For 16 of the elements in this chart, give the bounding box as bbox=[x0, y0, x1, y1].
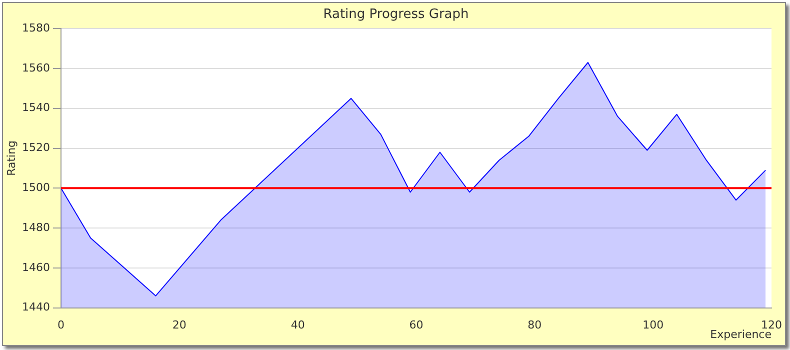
x-tick-label: 80 bbox=[528, 318, 542, 332]
y-tick-label: 1560 bbox=[22, 61, 50, 74]
x-tick-label: 20 bbox=[172, 318, 186, 332]
x-tick-label: 60 bbox=[409, 318, 424, 332]
y-tick-label: 1520 bbox=[22, 141, 50, 154]
y-axis-title: Rating bbox=[4, 140, 18, 176]
x-tick-label: 0 bbox=[57, 318, 64, 332]
y-tick-label: 1500 bbox=[22, 181, 50, 194]
chart-title: Rating Progress Graph bbox=[323, 7, 469, 22]
y-tick-label: 1440 bbox=[22, 300, 50, 314]
y-tick-label: 1540 bbox=[22, 101, 50, 114]
y-tick-label: 1460 bbox=[22, 260, 50, 274]
x-tick-label: 100 bbox=[642, 318, 664, 332]
x-tick-label: 40 bbox=[290, 318, 305, 332]
y-tick-label: 1580 bbox=[22, 21, 50, 34]
y-tick-label: 1480 bbox=[22, 220, 50, 234]
